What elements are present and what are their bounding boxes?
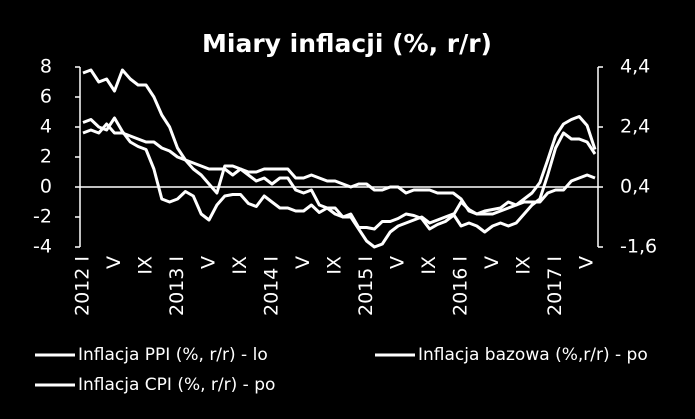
y2-tick-label: -1,6 (620, 236, 657, 258)
legend-label: Inflacja bazowa (%,r/r) - po (418, 345, 648, 365)
y-tick-label: 6 (40, 86, 52, 108)
x-tick-label: V (198, 256, 220, 269)
y2-tick-label: 2,4 (620, 116, 650, 138)
x-tick-label: V (103, 256, 125, 269)
x-tick-label: IX (324, 256, 346, 275)
y2-tick-label: 0,4 (620, 176, 650, 198)
y2-tick-label: 4,4 (620, 56, 650, 78)
y-tick-label: 2 (40, 146, 52, 168)
y-tick-label: 0 (40, 176, 52, 198)
x-tick-label: V (481, 256, 503, 269)
y-tick-label: 4 (40, 116, 52, 138)
x-tick-label: IX (135, 256, 157, 275)
x-tick-label: 2014 I (261, 256, 283, 316)
y-tick-label: 8 (40, 56, 52, 78)
x-tick-label: V (387, 256, 409, 269)
x-tick-label: 2017 I (544, 256, 566, 316)
series-line (82, 122, 596, 216)
x-tick-label: IX (229, 256, 251, 275)
x-tick-label: 2013 I (166, 256, 188, 316)
y-tick-label: -4 (33, 236, 52, 258)
chart-title: Miary inflacji (%, r/r) (202, 29, 492, 58)
x-tick-label: IX (418, 256, 440, 275)
series-line (82, 115, 597, 231)
x-tick-label: V (576, 256, 598, 269)
legend-label: Inflacja CPI (%, r/r) - po (78, 375, 275, 395)
x-tick-label: V (292, 256, 314, 269)
y-tick-label: -2 (33, 206, 52, 228)
series-line (82, 68, 597, 249)
x-tick-label: 2015 I (355, 256, 377, 316)
x-tick-label: 2012 I (72, 256, 94, 316)
x-tick-label: 2016 I (450, 256, 472, 316)
x-tick-label: IX (513, 256, 535, 275)
legend-label: Inflacja PPI (%, r/r) - lo (78, 345, 268, 365)
